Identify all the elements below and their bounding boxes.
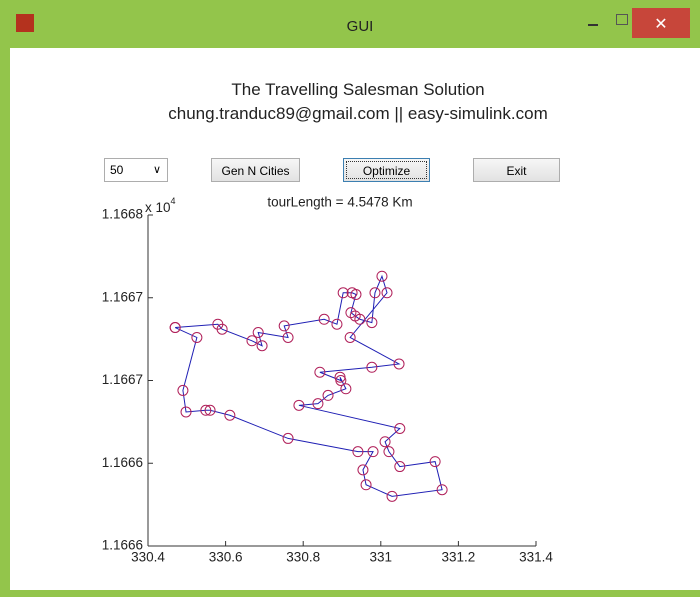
city-marker (367, 446, 379, 458)
city-marker (369, 287, 381, 299)
axis-multiplier: x 104 (145, 196, 176, 214)
city-marker (386, 490, 398, 502)
city-marker (366, 317, 378, 329)
exit-button[interactable]: Exit (473, 158, 560, 182)
city-marker (180, 406, 192, 418)
city-marker (169, 322, 181, 334)
city-marker (256, 340, 268, 352)
window-title: GUI (346, 18, 374, 35)
city-marker (352, 446, 364, 458)
city-marker (429, 456, 441, 468)
city-marker (314, 366, 326, 378)
x-tick-label: 330.8 (286, 550, 320, 565)
city-marker (354, 313, 366, 325)
city-marker (331, 318, 343, 330)
optimize-button[interactable]: Optimize (343, 158, 430, 182)
city-marker (360, 479, 372, 491)
city-marker (322, 389, 334, 401)
city-marker (350, 288, 362, 300)
city-marker (340, 383, 352, 395)
x-tick-label: 330.6 (209, 550, 243, 565)
city-marker (357, 464, 369, 476)
city-marker (344, 331, 356, 343)
chart-title: tourLength = 4.5478 Km (267, 195, 412, 210)
multiplier-base: x 10 (145, 200, 171, 215)
city-marker (366, 361, 378, 373)
y-tick-label: 1.1667 (102, 289, 143, 304)
city-marker (337, 287, 349, 299)
dropdown-value: 50 (110, 163, 124, 177)
x-tick-label: 331 (370, 550, 393, 565)
city-marker (394, 461, 406, 473)
city-marker (393, 358, 405, 370)
y-tick-label: 1.1667 (102, 372, 143, 387)
y-tick-label: 1.1666 (102, 538, 143, 553)
city-marker (318, 313, 330, 325)
city-marker (379, 436, 391, 448)
city-marker (278, 320, 290, 332)
city-marker (282, 432, 294, 444)
header-title: The Travelling Salesman Solution (231, 80, 485, 99)
y-tick-label: 1.1668 (102, 207, 143, 222)
city-marker (224, 409, 236, 421)
city-marker (252, 327, 264, 339)
app-icon (16, 14, 34, 32)
tour-line (174, 274, 443, 497)
city-marker (383, 446, 395, 458)
dropdown-arrow: ∨ (152, 164, 161, 176)
x-tick-label: 330.4 (131, 550, 165, 565)
x-tick-label: 331.4 (519, 550, 553, 565)
city-marker (282, 331, 294, 343)
city-marker (334, 371, 346, 383)
maximize-button[interactable] (614, 10, 632, 36)
gen-cities-button[interactable]: Gen N Cities (211, 158, 300, 182)
x-tick-label: 331.2 (442, 550, 476, 565)
city-marker (293, 399, 305, 411)
multiplier-exponent: 4 (171, 196, 176, 206)
minimize-button[interactable] (580, 10, 606, 36)
y-tick-label: 1.1666 (102, 455, 143, 470)
header-subtitle: chung.tranduc89@gmail.com || easy-simuli… (168, 104, 548, 123)
city-marker (177, 384, 189, 396)
city-count-dropdown[interactable]: 50 ∨ (104, 158, 168, 182)
city-marker (436, 484, 448, 496)
city-marker (312, 398, 324, 410)
city-marker (204, 404, 216, 416)
city-marker (381, 287, 393, 299)
city-marker (216, 323, 228, 335)
city-marker (200, 404, 212, 416)
city-marker (191, 331, 203, 343)
city-marker (246, 335, 258, 347)
close-button[interactable]: ✕ (632, 8, 690, 38)
city-marker (376, 270, 388, 282)
city-marker (394, 422, 406, 434)
